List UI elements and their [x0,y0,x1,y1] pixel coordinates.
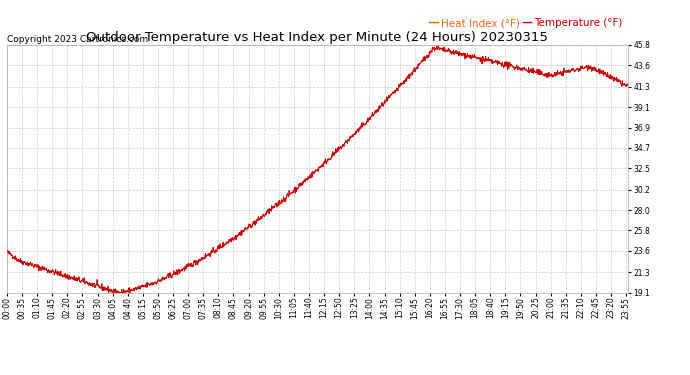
Title: Outdoor Temperature vs Heat Index per Minute (24 Hours) 20230315: Outdoor Temperature vs Heat Index per Mi… [86,31,549,44]
Legend: Heat Index (°F), Temperature (°F): Heat Index (°F), Temperature (°F) [429,18,622,28]
Text: Copyright 2023 Cartronics.com: Copyright 2023 Cartronics.com [7,35,148,44]
